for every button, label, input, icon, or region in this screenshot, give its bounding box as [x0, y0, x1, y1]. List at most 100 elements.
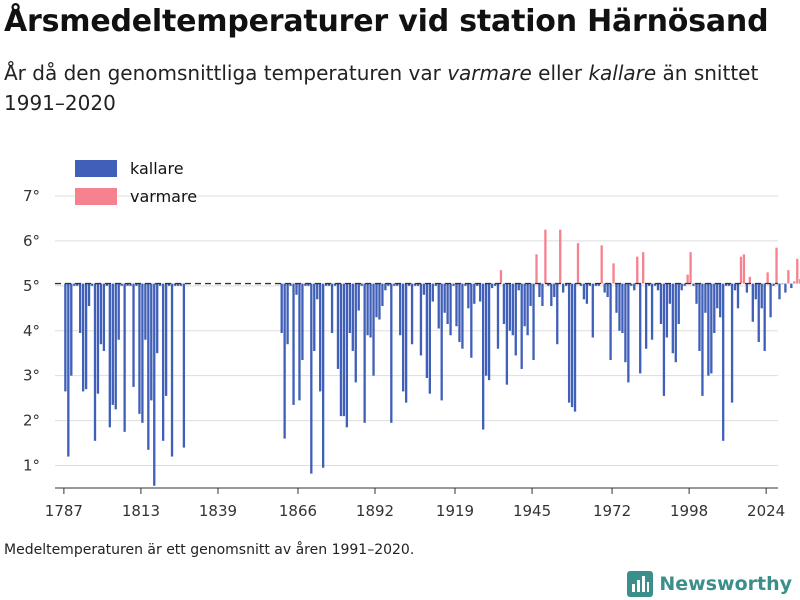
- bar-kallare: [553, 283, 556, 298]
- bar-kallare: [585, 283, 589, 304]
- bar-kallare: [319, 283, 322, 392]
- bar-kallare: [659, 283, 663, 325]
- bar-kallare: [369, 283, 372, 338]
- bar-kallare: [479, 283, 482, 302]
- bar-kallare: [129, 283, 132, 286]
- bar-kallare: [73, 283, 76, 286]
- bar-kallare: [402, 283, 405, 392]
- bar-kallare: [733, 283, 737, 291]
- bar-kallare: [179, 283, 183, 286]
- bar-kallare: [87, 283, 91, 307]
- bar-kallare: [579, 283, 583, 286]
- bar-kallare: [784, 283, 787, 293]
- subtitle-kallare: kallare: [588, 61, 657, 85]
- bar-kallare: [562, 283, 565, 293]
- bar-kallare: [680, 283, 683, 291]
- y-tick-label: 4°: [23, 322, 40, 340]
- x-tick-label: 1787: [45, 502, 83, 520]
- bar-kallare: [114, 283, 117, 410]
- bar-kallare: [96, 283, 100, 394]
- bar-varmare: [742, 254, 746, 284]
- bar-kallare: [422, 283, 426, 295]
- bar-kallare: [108, 283, 111, 428]
- bar-kallare: [413, 283, 417, 286]
- bar-kallare: [161, 283, 165, 441]
- bar-kallare: [618, 283, 621, 331]
- legend-swatch-varmare: [75, 188, 117, 205]
- bar-kallare: [493, 283, 497, 286]
- bar-kallare: [751, 283, 754, 322]
- bar-kallare: [437, 283, 440, 329]
- legend-swatch-kallare: [75, 160, 117, 177]
- bar-kallare: [313, 283, 316, 351]
- subtitle-part2: eller: [531, 61, 589, 85]
- bar-kallare: [550, 283, 553, 307]
- bar-kallare: [410, 283, 414, 345]
- bar-kallare: [431, 283, 434, 302]
- bar-kallare: [639, 283, 642, 374]
- subtitle-part3: än snittet 1991–2020: [4, 61, 759, 115]
- bar-kallare: [677, 283, 680, 325]
- bar-kallare: [760, 283, 763, 309]
- bar-kallare: [496, 283, 500, 349]
- bar-kallare: [665, 283, 669, 338]
- y-tick-label: 2°: [23, 412, 40, 430]
- bar-kallare: [345, 283, 349, 428]
- bar-kallare: [330, 283, 334, 333]
- bar-kallare: [526, 283, 529, 336]
- bar-kallare: [754, 283, 757, 300]
- bar-kallare: [280, 283, 283, 333]
- bar-kallare: [704, 283, 707, 313]
- bar-kallare: [381, 283, 384, 307]
- bar-kallare: [102, 283, 106, 351]
- bar-kallare: [487, 283, 491, 381]
- bar-kallare: [710, 283, 713, 374]
- bar-kallare: [547, 283, 550, 286]
- bar-kallare: [482, 283, 485, 430]
- bar-kallare: [502, 283, 506, 325]
- bar-kallare: [333, 283, 337, 286]
- bar-varmare: [642, 252, 645, 284]
- bar-kallare: [292, 283, 295, 405]
- bar-kallare: [351, 283, 354, 351]
- bar-kallare: [76, 283, 79, 286]
- bar-kallare: [730, 283, 734, 403]
- bar-kallare: [769, 283, 772, 318]
- bar-kallare: [84, 283, 88, 390]
- bar-kallare: [647, 283, 651, 286]
- bar-varmare: [576, 243, 580, 284]
- legend-label-varmare: varmare: [130, 187, 197, 206]
- newsworthy-logo[interactable]: Newsworthy: [627, 570, 792, 598]
- x-tick-label: 1813: [122, 502, 160, 520]
- bar-kallare: [354, 283, 357, 383]
- bar-kallare: [588, 283, 591, 286]
- bar-kallare: [541, 283, 544, 307]
- bar-kallare: [357, 283, 360, 311]
- bar-kallare: [464, 283, 467, 286]
- newsworthy-logo-icon: [627, 571, 654, 597]
- bar-kallare: [132, 283, 135, 387]
- bar-varmare: [612, 263, 615, 284]
- bar-kallare: [159, 283, 162, 286]
- bar-kallare: [484, 283, 488, 376]
- bar-kallare: [452, 283, 455, 286]
- chart-title: Årsmedeltemperaturer vid station Härnösa…: [4, 4, 769, 39]
- bar-kallare: [283, 283, 286, 439]
- bar-kallare: [470, 283, 473, 358]
- bar-varmare: [544, 229, 547, 284]
- bars: [64, 229, 800, 486]
- bar-kallare: [490, 283, 494, 289]
- footnote: Medeltemperaturen är ett genomsnitt av å…: [4, 542, 415, 558]
- grid-lines: [55, 195, 778, 467]
- chart-subtitle: År då den genomsnittliga temperaturen va…: [4, 58, 794, 118]
- bar-kallare: [597, 283, 600, 286]
- bar-kallare: [668, 283, 672, 304]
- bar-kallare: [476, 283, 479, 286]
- bar-kallare: [630, 283, 633, 286]
- bar-varmare: [775, 247, 778, 284]
- bar-kallare: [384, 283, 387, 291]
- bar-kallare: [387, 283, 390, 286]
- bar-kallare: [772, 283, 775, 286]
- x-tick-label: 1972: [593, 502, 631, 520]
- bar-varmare: [535, 254, 538, 284]
